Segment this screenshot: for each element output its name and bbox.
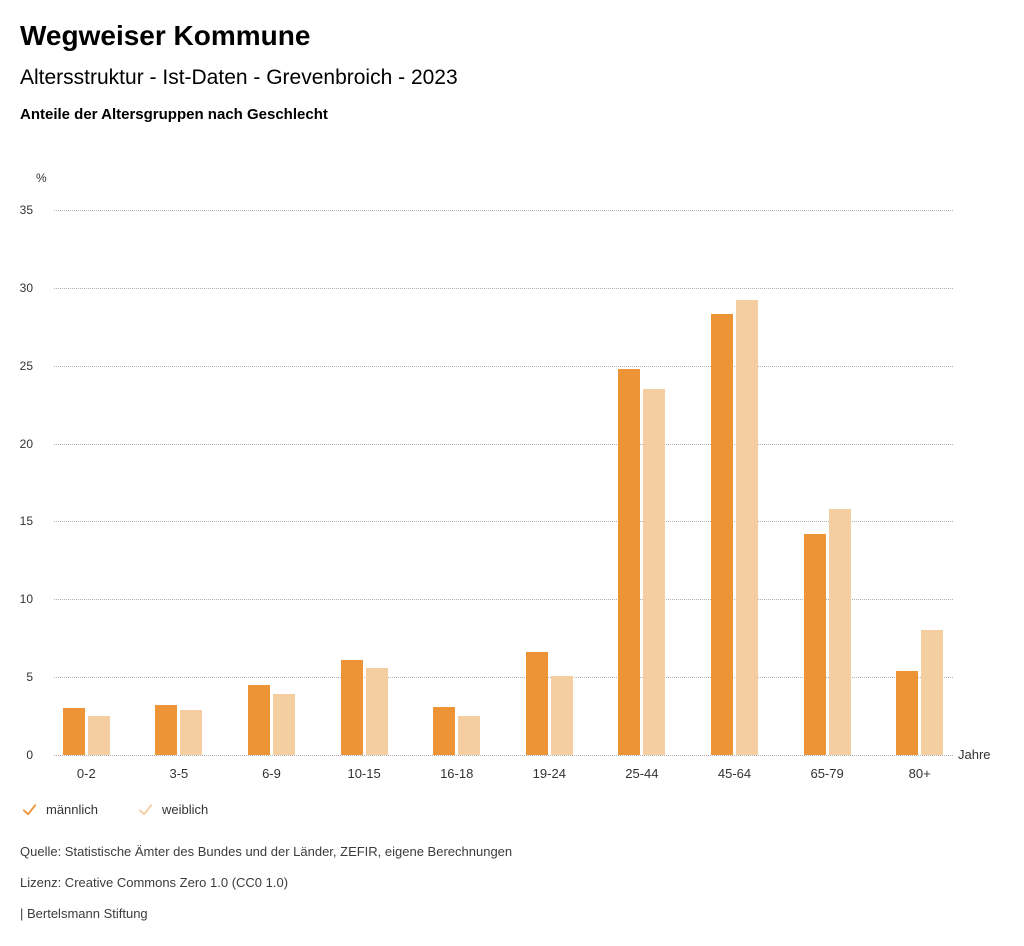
y-axis-tick-label: 5: [26, 670, 33, 685]
female-bar[interactable]: [828, 508, 851, 755]
legend-label: weiblich: [162, 802, 209, 817]
x-axis: 0-2 3-5 6-9 10-15 16-18 19-24 25-44 45-64 65-79 8…: [40, 766, 966, 784]
female-bar[interactable]: [735, 300, 758, 755]
bar-group: [873, 210, 966, 755]
female-bar[interactable]: [87, 716, 110, 755]
bar-group: [781, 210, 874, 755]
chart-title: Altersstruktur - Ist-Daten - Grevenbroic…: [20, 66, 458, 89]
male-bar[interactable]: [710, 314, 733, 755]
gridline-10: [54, 599, 953, 601]
gridline-0: [54, 755, 953, 756]
check-icon: [22, 804, 37, 816]
x-axis-tick-label: 16-18: [440, 766, 474, 781]
x-axis-tick-label: 3-5: [169, 766, 189, 781]
bar-group: [688, 210, 781, 755]
attribution-text: | Bertelsmann Stiftung: [20, 906, 148, 921]
male-bar[interactable]: [340, 660, 363, 755]
bars-container: [40, 210, 966, 755]
bar-group: [225, 210, 318, 755]
male-bar[interactable]: [618, 368, 641, 755]
x-axis-tick-label: 19-24: [532, 766, 566, 781]
female-bar[interactable]: [365, 667, 388, 755]
y-axis-tick-label: 0: [26, 748, 33, 762]
female-bar[interactable]: [643, 389, 666, 755]
x-axis-tick-label: 80+: [908, 766, 931, 781]
gridline-25: [54, 365, 953, 367]
gridline-20: [54, 443, 953, 445]
x-axis-tick-label: 65-79: [810, 766, 844, 781]
legend-item-female[interactable]: weiblich: [138, 802, 208, 817]
bar-group: [318, 210, 411, 755]
chart-subtitle: Anteile der Altersgruppen nach Geschlech…: [20, 106, 328, 123]
y-axis-tick-label: 20: [19, 436, 33, 451]
check-icon: [138, 804, 153, 816]
y-axis-tick-label: 10: [19, 592, 33, 607]
bar-group: [596, 210, 689, 755]
male-bar[interactable]: [525, 652, 548, 755]
y-axis-tick-label: 25: [19, 358, 33, 373]
female-bar[interactable]: [458, 716, 481, 755]
gridline-5: [54, 677, 953, 679]
x-axis-tick-label: 6-9: [262, 766, 281, 781]
license-text: Lizenz: Creative Commons Zero 1.0 (CC0 1…: [20, 875, 289, 890]
bar-group: [410, 210, 503, 755]
x-axis-tick-label: 10-15: [347, 766, 381, 781]
y-axis: 0 5 10 15 20 25 30 35: [0, 203, 33, 762]
source-text: Quelle: Statistische Ämter des Bundes un…: [20, 844, 513, 859]
male-bar[interactable]: [433, 706, 456, 755]
female-bar[interactable]: [180, 709, 203, 755]
legend-label: männlich: [46, 802, 99, 817]
bar-group: [503, 210, 596, 755]
male-bar[interactable]: [896, 670, 919, 755]
male-bar[interactable]: [247, 684, 270, 755]
x-axis-tick-label: 25-44: [625, 766, 659, 781]
male-bar[interactable]: [803, 533, 826, 755]
gridline-15: [54, 521, 953, 523]
page-title: Wegweiser Kommune: [20, 20, 311, 51]
male-bar[interactable]: [62, 708, 85, 755]
bar-group: [133, 210, 226, 755]
female-bar[interactable]: [272, 694, 295, 755]
plot-area: [54, 210, 953, 756]
y-axis-tick-label: 35: [19, 203, 33, 217]
gridline-30: [54, 287, 953, 289]
y-axis-tick-label: 15: [19, 514, 33, 529]
x-axis-tick-label: 0-2: [76, 766, 96, 781]
gridline-35: [54, 210, 953, 211]
male-bar[interactable]: [155, 705, 178, 755]
female-bar[interactable]: [550, 675, 573, 755]
y-axis-tick-label: 30: [19, 280, 33, 295]
female-bar[interactable]: [921, 630, 944, 755]
x-axis-title: Jahre: [958, 747, 991, 762]
legend-item-male[interactable]: männlich: [22, 802, 98, 817]
bar-group: [40, 210, 133, 755]
legend: männlich weiblich: [22, 802, 208, 817]
y-axis-unit-label: %: [36, 171, 47, 185]
x-axis-tick-label: 45-64: [717, 766, 752, 781]
